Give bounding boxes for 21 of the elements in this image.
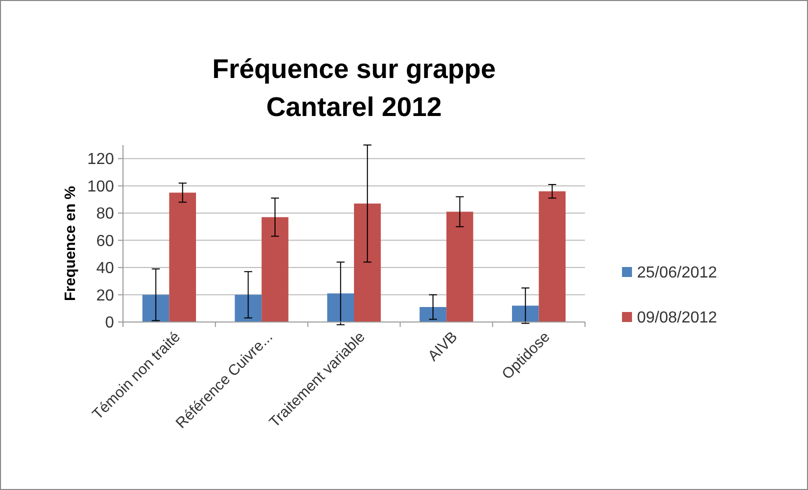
legend-label: 25/06/2012 <box>637 264 718 282</box>
bar <box>512 306 539 322</box>
y-tick-label: 120 <box>87 151 114 168</box>
y-tick-label: 60 <box>96 232 114 250</box>
bar <box>354 204 381 322</box>
y-tick-label: 0 <box>105 314 114 332</box>
y-tick-label: 20 <box>96 287 114 304</box>
y-tick-label: 100 <box>87 178 114 196</box>
bar <box>234 294 262 322</box>
bar <box>169 192 196 322</box>
bar <box>142 294 170 322</box>
y-tick-label: 40 <box>96 260 114 278</box>
y-axis-title: Frequence en % <box>62 186 79 302</box>
bar <box>538 191 566 322</box>
bar <box>446 212 474 322</box>
bar <box>327 293 354 322</box>
legend-label: 09/08/2012 <box>637 310 718 327</box>
bar <box>420 307 446 322</box>
chart-title: Fréquence sur grappe Cantarel 2012 <box>212 54 496 122</box>
bar <box>262 217 288 322</box>
y-tick-label: 80 <box>96 206 114 223</box>
